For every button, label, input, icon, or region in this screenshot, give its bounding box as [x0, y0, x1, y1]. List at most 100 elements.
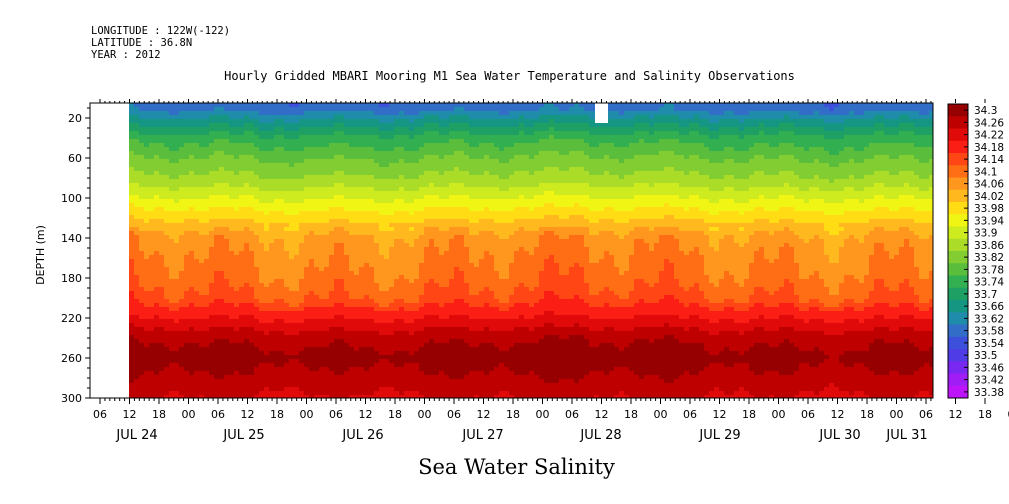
- heat-cell: [224, 131, 230, 136]
- heat-cell: [459, 159, 465, 164]
- heat-cell: [254, 311, 260, 316]
- heat-cell: [269, 119, 275, 124]
- heat-cell: [369, 227, 375, 232]
- heat-cell: [299, 159, 305, 164]
- heat-cell: [159, 323, 165, 328]
- heat-cell: [229, 395, 235, 398]
- heat-cell: [409, 203, 415, 208]
- heat-cell: [409, 151, 415, 156]
- heat-cell: [379, 271, 385, 276]
- heat-cell: [189, 207, 195, 212]
- heat-cell: [169, 319, 175, 324]
- heat-cell: [264, 215, 270, 220]
- heat-cell: [354, 351, 360, 356]
- heat-cell: [284, 263, 290, 268]
- heat-cell: [224, 311, 230, 316]
- heat-cell: [304, 343, 310, 348]
- heat-cell: [204, 291, 210, 296]
- heat-cell: [234, 167, 240, 172]
- heat-cell: [429, 159, 435, 164]
- heat-cell: [244, 259, 250, 264]
- heat-cell: [394, 227, 400, 232]
- heat-cell: [179, 275, 185, 280]
- heat-cell: [174, 207, 180, 212]
- heat-cell: [174, 323, 180, 328]
- heat-cell: [404, 227, 410, 232]
- heat-cell: [179, 219, 185, 224]
- heat-cell: [219, 223, 225, 228]
- heat-cell: [314, 379, 320, 384]
- heat-cell: [324, 111, 330, 116]
- heat-cell: [394, 359, 400, 364]
- heat-cell: [454, 375, 460, 380]
- heat-cell: [309, 139, 315, 144]
- heat-cell: [249, 327, 255, 332]
- heat-cell: [269, 111, 275, 116]
- heat-cell: [274, 351, 280, 356]
- heat-cell: [164, 335, 170, 340]
- heat-cell: [129, 359, 135, 364]
- heat-cell: [269, 355, 275, 360]
- heat-cell: [399, 199, 405, 204]
- heat-cell: [354, 195, 360, 200]
- heat-cell: [149, 195, 155, 200]
- heat-cell: [414, 147, 420, 152]
- heat-cell: [399, 323, 405, 328]
- heat-cell: [454, 115, 460, 120]
- heat-cell: [239, 287, 245, 292]
- heat-cell: [224, 327, 230, 332]
- heat-cell: [169, 111, 175, 116]
- heat-cell: [364, 131, 370, 136]
- heat-cell: [229, 139, 235, 144]
- heat-cell: [264, 359, 270, 364]
- heat-cell: [459, 211, 465, 216]
- heat-cell: [274, 383, 280, 388]
- heat-cell: [194, 331, 200, 336]
- heat-cell: [444, 303, 450, 308]
- heat-cell: [154, 163, 160, 168]
- heat-cell: [204, 143, 210, 148]
- heat-cell: [214, 131, 220, 136]
- heat-cell: [214, 391, 220, 396]
- heat-cell: [279, 343, 285, 348]
- heat-cell: [449, 331, 455, 336]
- heat-cell: [179, 163, 185, 168]
- heat-cell: [154, 107, 160, 112]
- heat-cell: [134, 219, 140, 224]
- heat-cell: [219, 135, 225, 140]
- heat-cell: [464, 239, 470, 244]
- heat-cell: [264, 363, 270, 368]
- heat-cell: [409, 211, 415, 216]
- heat-cell: [199, 287, 205, 292]
- heat-cell: [209, 323, 215, 328]
- heat-cell: [369, 375, 375, 380]
- heat-cell: [324, 131, 330, 136]
- heat-cell: [309, 355, 315, 360]
- heat-cell: [369, 239, 375, 244]
- heat-cell: [334, 363, 340, 368]
- heat-cell: [394, 387, 400, 392]
- heat-cell: [374, 391, 380, 396]
- heat-cell: [404, 187, 410, 192]
- heat-cell: [199, 283, 205, 288]
- heat-cell: [344, 331, 350, 336]
- heat-cell: [269, 379, 275, 384]
- heat-cell: [374, 263, 380, 268]
- heat-cell: [249, 371, 255, 376]
- heat-cell: [249, 159, 255, 164]
- heat-cell: [129, 279, 135, 284]
- heat-cell: [399, 315, 405, 320]
- heat-cell: [334, 119, 340, 124]
- heat-cell: [389, 263, 395, 268]
- heat-cell: [244, 363, 250, 368]
- heat-cell: [439, 131, 445, 136]
- heat-cell: [449, 227, 455, 232]
- heat-cell: [409, 167, 415, 172]
- heat-cell: [144, 375, 150, 380]
- heat-cell: [399, 371, 405, 376]
- heat-cell: [154, 227, 160, 232]
- heat-cell: [429, 279, 435, 284]
- heat-cell: [174, 151, 180, 156]
- heat-cell: [384, 291, 390, 296]
- heat-cell: [304, 131, 310, 136]
